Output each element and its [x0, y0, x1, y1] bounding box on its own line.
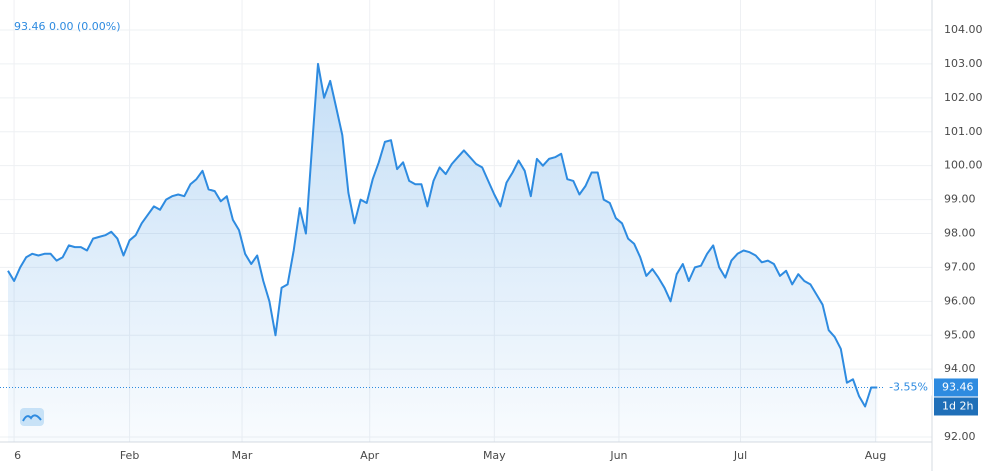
x-tick-label: Aug [865, 449, 886, 462]
y-tick-label: 104.00 [944, 23, 983, 36]
x-tick-label: Apr [360, 449, 380, 462]
y-tick-label: 99.00 [944, 193, 976, 206]
y-tick-label: 100.00 [944, 159, 983, 172]
y-tick-label: 92.00 [944, 430, 976, 443]
header-values: 93.46 0.00 (0.00%) [14, 20, 121, 33]
x-tick-label: Jul [733, 449, 747, 462]
price-tag-bg [934, 378, 978, 397]
y-tick-label: 94.00 [944, 362, 976, 375]
countdown-bg [934, 397, 978, 416]
y-tick-label: 97.00 [944, 260, 976, 273]
y-tick-label: 95.00 [944, 328, 976, 341]
change-tag: -3.55% [889, 380, 928, 393]
y-tick-label: 96.00 [944, 294, 976, 307]
x-tick-label: Mar [232, 449, 253, 462]
x-tick-label: Feb [120, 449, 139, 462]
area-fill [8, 63, 878, 443]
x-tick-label: 6 [14, 449, 21, 462]
y-tick-label: 102.00 [944, 91, 983, 104]
y-tick-label: 101.00 [944, 125, 983, 138]
y-tick-label: 98.00 [944, 227, 976, 240]
price-line [7, 62, 878, 408]
y-tick-label: 103.00 [944, 57, 983, 70]
x-tick-label: May [483, 449, 506, 462]
price-tag: 93.46 [942, 380, 974, 393]
change-tag-bg [884, 379, 932, 396]
x-tick-label: Jun [609, 449, 627, 462]
countdown: 1d 2h [942, 399, 973, 412]
